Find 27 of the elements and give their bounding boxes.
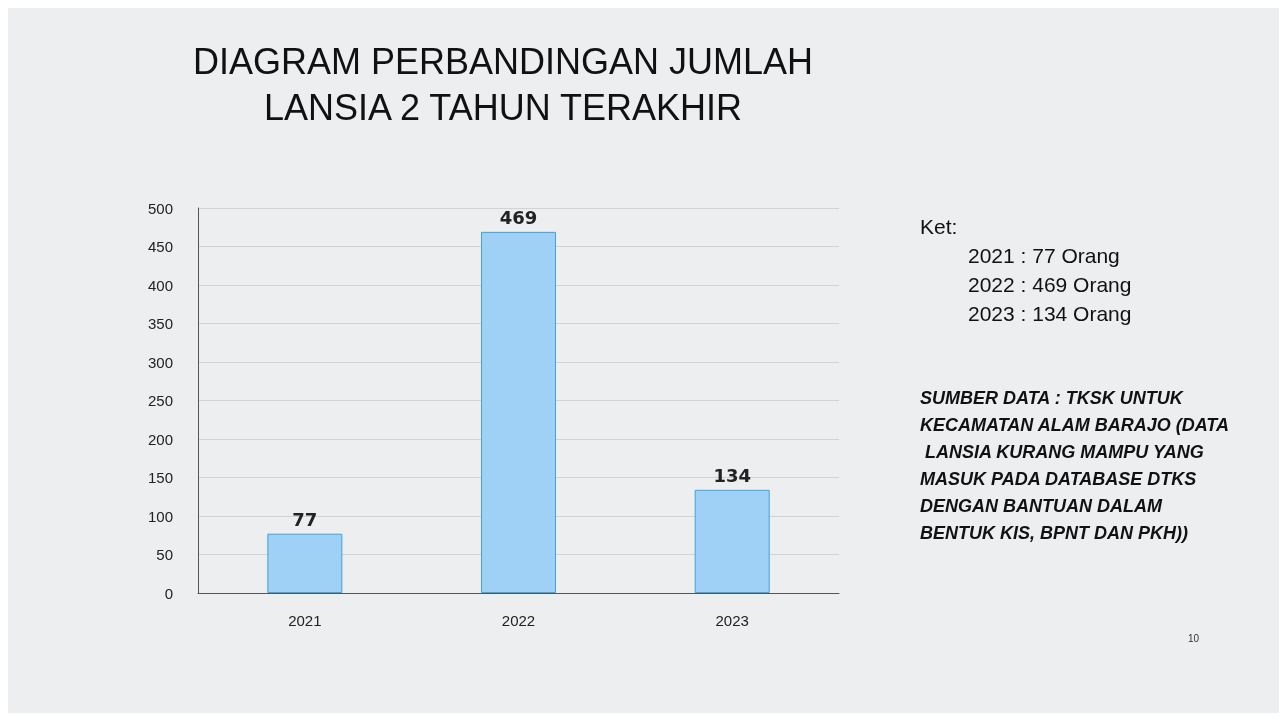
y-tick-label: 450 xyxy=(147,238,173,255)
y-tick-label: 200 xyxy=(147,430,173,448)
bar xyxy=(481,231,556,593)
data-label: 77 xyxy=(292,509,318,531)
y-tick-label: 0 xyxy=(164,584,173,602)
y-tick-label: 100 xyxy=(147,507,173,525)
y-tick-label: 500 xyxy=(147,199,173,217)
text: 2022 : 469 Orang xyxy=(968,273,1132,296)
data-label: 469 xyxy=(499,207,538,229)
data-label: 134 xyxy=(713,465,751,487)
text: SUMBER DATA : TKSK UNTUK KECAMATAN ALAM BARAJO (DATA LANSIA KURANG MAMPU YANG MASUK PADA DATABASE DTKS DENGAN BANTUAN DALAM BENTUK KIS, BPNT DAN PKH)) xyxy=(920,387,1229,543)
y-tick-label: 300 xyxy=(147,353,173,371)
y-tick-label: 400 xyxy=(147,276,173,294)
text: 10 xyxy=(1188,632,1200,644)
x-tick-label: 2021 xyxy=(288,612,322,629)
y-tick-label: 50 xyxy=(156,546,173,563)
text: 2023 : 134 Orang xyxy=(968,302,1132,325)
bar xyxy=(267,533,343,593)
y-tick-label: 250 xyxy=(147,392,173,409)
y-tick-label: 150 xyxy=(147,469,173,486)
chart-title: DIAGRAM PERBANDINGAN JUMLAH LANSIA 2 TAHUN TERAKHIR xyxy=(192,40,814,128)
bar xyxy=(694,489,770,593)
text: Ket: xyxy=(920,215,958,238)
y-tick-label: 350 xyxy=(147,315,173,332)
x-tick-label: 2023 xyxy=(715,612,749,629)
x-tick-label: 2022 xyxy=(501,612,536,629)
text: 2021 : 77 Orang xyxy=(968,244,1120,267)
